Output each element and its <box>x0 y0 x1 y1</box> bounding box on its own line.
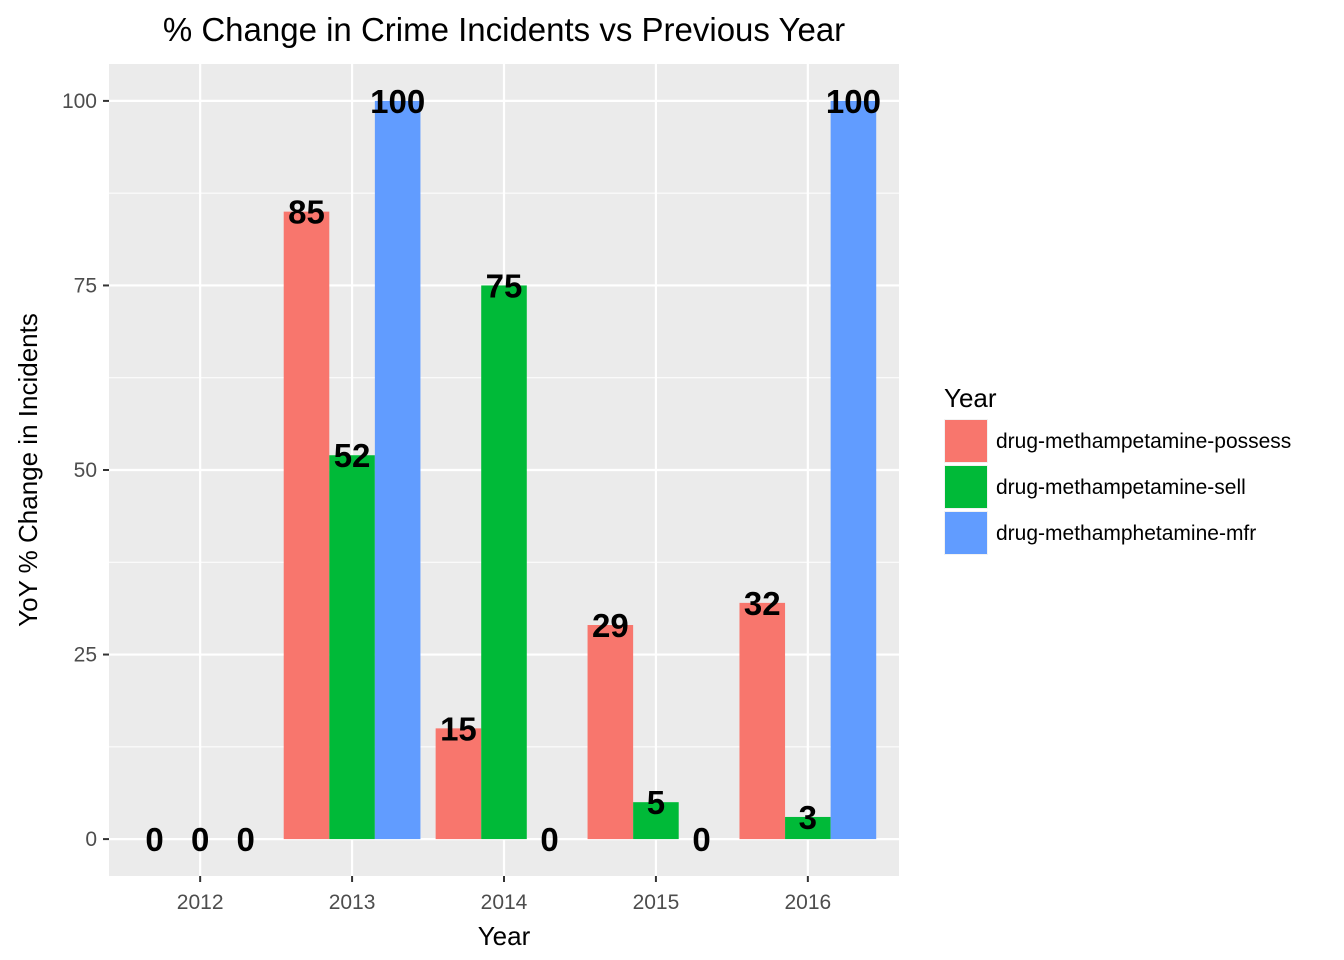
bar <box>830 100 877 840</box>
data-label: 0 <box>692 821 710 858</box>
chart-title: % Change in Crime Incidents vs Previous … <box>163 11 845 48</box>
data-label: 5 <box>647 784 665 821</box>
y-tick-label: 100 <box>62 90 97 113</box>
legend-key <box>945 466 987 508</box>
bar <box>481 285 527 840</box>
legend-label: drug-methamphetamine-mfr <box>996 522 1256 545</box>
legend-key <box>945 420 987 462</box>
x-tick-label: 2016 <box>784 891 831 914</box>
y-tick-label: 75 <box>74 274 97 297</box>
data-label: 0 <box>145 821 163 858</box>
data-label: 100 <box>826 83 881 120</box>
y-axis-title: YoY % Change in Incidents <box>13 313 43 627</box>
bar <box>587 625 634 840</box>
data-label: 0 <box>191 821 209 858</box>
y-tick-label: 50 <box>74 459 97 482</box>
x-axis-title: Year <box>478 921 531 951</box>
y-axis: 0 25 50 75 100 <box>62 90 109 851</box>
legend-label: drug-methampetamine-sell <box>996 476 1246 499</box>
y-tick-label: 0 <box>85 828 97 851</box>
data-label: 0 <box>237 821 255 858</box>
bar <box>785 816 831 840</box>
data-label: 15 <box>440 710 477 747</box>
data-label: 75 <box>486 267 523 304</box>
x-tick-label: 2014 <box>481 891 528 914</box>
y-tick-label: 25 <box>74 644 97 667</box>
bar <box>739 602 786 840</box>
x-tick-label: 2013 <box>329 891 376 914</box>
x-tick-label: 2012 <box>177 891 224 914</box>
legend-key <box>945 512 987 554</box>
data-label: 85 <box>288 194 325 231</box>
x-axis: 2012 2013 2014 2015 2016 <box>177 876 831 914</box>
bar <box>283 211 330 840</box>
data-label: 32 <box>744 585 781 622</box>
bar <box>329 455 375 840</box>
bar <box>633 802 679 840</box>
x-tick-label: 2015 <box>633 891 680 914</box>
data-label: 0 <box>540 821 558 858</box>
legend-label: drug-methampetamine-possess <box>996 430 1291 453</box>
bar <box>374 100 421 840</box>
bar <box>435 728 482 840</box>
data-label: 3 <box>799 799 817 836</box>
data-label: 52 <box>334 437 371 474</box>
data-label: 100 <box>370 83 425 120</box>
legend: Year drug-methampetamine-possess drug-met… <box>944 383 1291 555</box>
legend-title: Year <box>944 383 997 413</box>
data-label: 29 <box>592 607 629 644</box>
bars <box>283 100 877 840</box>
